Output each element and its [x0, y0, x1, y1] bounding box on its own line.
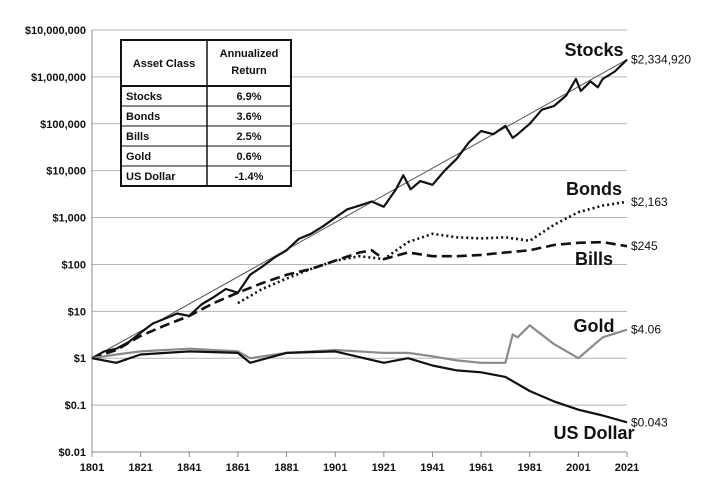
y-tick-label: $10,000,000 — [25, 25, 86, 37]
series-line-us-dollar — [91, 350, 628, 424]
series-line-gold — [91, 324, 628, 364]
series-name-bills: Bills — [575, 249, 613, 269]
table-cell-return: 6.9% — [236, 91, 261, 103]
series-name-stocks: Stocks — [564, 40, 623, 60]
table-cell-asset: Stocks — [126, 91, 162, 103]
y-tick-label: $1 — [74, 353, 86, 365]
table-cell-return: 2.5% — [236, 131, 261, 143]
y-tick-label: $100 — [62, 259, 86, 271]
table-cell-asset: Bills — [126, 131, 149, 143]
table-cell-asset: Bonds — [126, 111, 160, 123]
table-cell-asset: US Dollar — [126, 171, 176, 183]
y-tick-label: $10 — [68, 306, 86, 318]
y-tick-label: $1,000,000 — [31, 72, 86, 84]
series-line-bills — [91, 240, 628, 360]
y-tick-label: $10,000 — [46, 166, 86, 178]
series-end-value-gold: $4.06 — [631, 323, 661, 337]
return-table: Asset Class Annualized Return Stocks 6.9% Bon… — [120, 39, 292, 187]
table-frame — [120, 39, 292, 187]
x-tick-label: 1901 — [323, 462, 347, 474]
stocks-trend-line — [91, 59, 628, 359]
y-tick-label: $0.1 — [65, 400, 86, 412]
x-tick-label: 1881 — [274, 462, 298, 474]
y-tick-label: $1,000 — [52, 213, 86, 225]
x-tick-label: 1861 — [226, 462, 250, 474]
series-name-bonds: Bonds — [566, 179, 622, 199]
x-tick-label: 1981 — [517, 462, 541, 474]
table-header-annualized-return: Annualized Return — [220, 48, 279, 77]
series-end-value-bonds: $2,163 — [631, 195, 668, 209]
series — [91, 58, 628, 424]
x-tick-label: 1821 — [128, 462, 152, 474]
series-line-bonds — [237, 200, 628, 305]
table-header-asset-class: Asset Class — [133, 58, 195, 70]
series-labels: Stocks $2,334,920 Bonds $2,163 Bills $245 Gold… — [553, 40, 691, 443]
table-cell-return: -1.4% — [235, 171, 264, 183]
series-name-gold: Gold — [574, 316, 615, 336]
x-tick-label: 1961 — [469, 462, 493, 474]
table-cell-asset: Gold — [126, 151, 151, 163]
x-tick-label: 1941 — [420, 462, 444, 474]
x-tick-label: 1921 — [372, 462, 396, 474]
y-tick-label: $0.01 — [58, 447, 86, 459]
series-end-value-bills: $245 — [631, 239, 658, 253]
series-name-us-dollar: US Dollar — [553, 423, 634, 443]
series-end-value-stocks: $2,334,920 — [631, 53, 691, 67]
axes: $10,000,000 $1,000,000 $100,000 $10,000 $1,0… — [25, 25, 639, 474]
x-tick-label: 2021 — [615, 462, 639, 474]
table-cell-return: 3.6% — [236, 111, 261, 123]
table-cell-return: 0.6% — [236, 151, 261, 163]
x-tick-label: 1841 — [177, 462, 201, 474]
x-tick-label: 1801 — [80, 462, 104, 474]
series-end-value-us-dollar: $0.043 — [631, 415, 668, 429]
y-tick-label: $100,000 — [40, 119, 86, 131]
x-tick-label: 2001 — [566, 462, 590, 474]
